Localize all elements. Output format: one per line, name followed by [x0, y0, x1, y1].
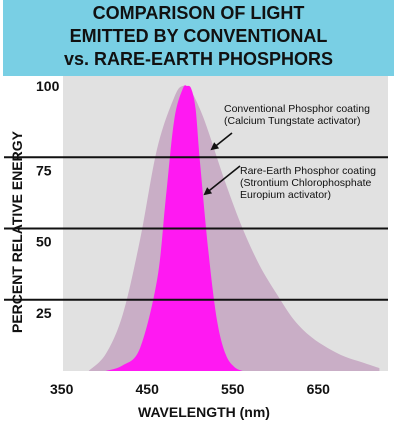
x-axis-label: WAVELENGTH (nm): [138, 404, 270, 420]
annotation-2-arrow: [203, 165, 241, 196]
x-tick-label: 350: [50, 381, 74, 397]
chart-title-line-2: EMITTED BY CONVENTIONAL: [69, 26, 328, 46]
x-tick-labels: 350 450 550 650: [50, 381, 330, 397]
annotation-2-line: (Strontium Chlorophosphate: [240, 177, 371, 189]
gridlines: [4, 156, 388, 301]
chart-title-box: COMPARISON OF LIGHT EMITTED BY CONVENTIO…: [3, 0, 394, 76]
y-tick-label: 75: [36, 162, 52, 178]
annotation-1-line: Conventional Phosphor coating: [224, 103, 370, 115]
y-tick-label: 25: [36, 305, 52, 321]
y-tick-label: 50: [36, 234, 52, 250]
y-tick-labels: 25 50 75 100: [36, 78, 60, 321]
x-tick-label: 450: [136, 381, 160, 397]
chart-title-line-1: COMPARISON OF LIGHT: [92, 3, 305, 23]
x-tick-label: 550: [221, 381, 245, 397]
annotation-1-line: (Calcium Tungstate activator): [224, 115, 361, 127]
annotation-2-line: Rare-Earth Phosphor coating: [240, 165, 376, 177]
annotation-2-line: Europium activator): [240, 189, 331, 201]
y-tick-label: 100: [36, 78, 60, 94]
chart-title-line-3: vs. RARE-EARTH PHOSPHORS: [63, 49, 334, 69]
y-axis-label: PERCENT RELATIVE ENERGY: [9, 130, 25, 333]
annotation-1-arrow: [210, 132, 233, 151]
annotations: Conventional Phosphor coating(Calcium Tu…: [203, 103, 376, 201]
x-tick-label: 650: [307, 381, 331, 397]
